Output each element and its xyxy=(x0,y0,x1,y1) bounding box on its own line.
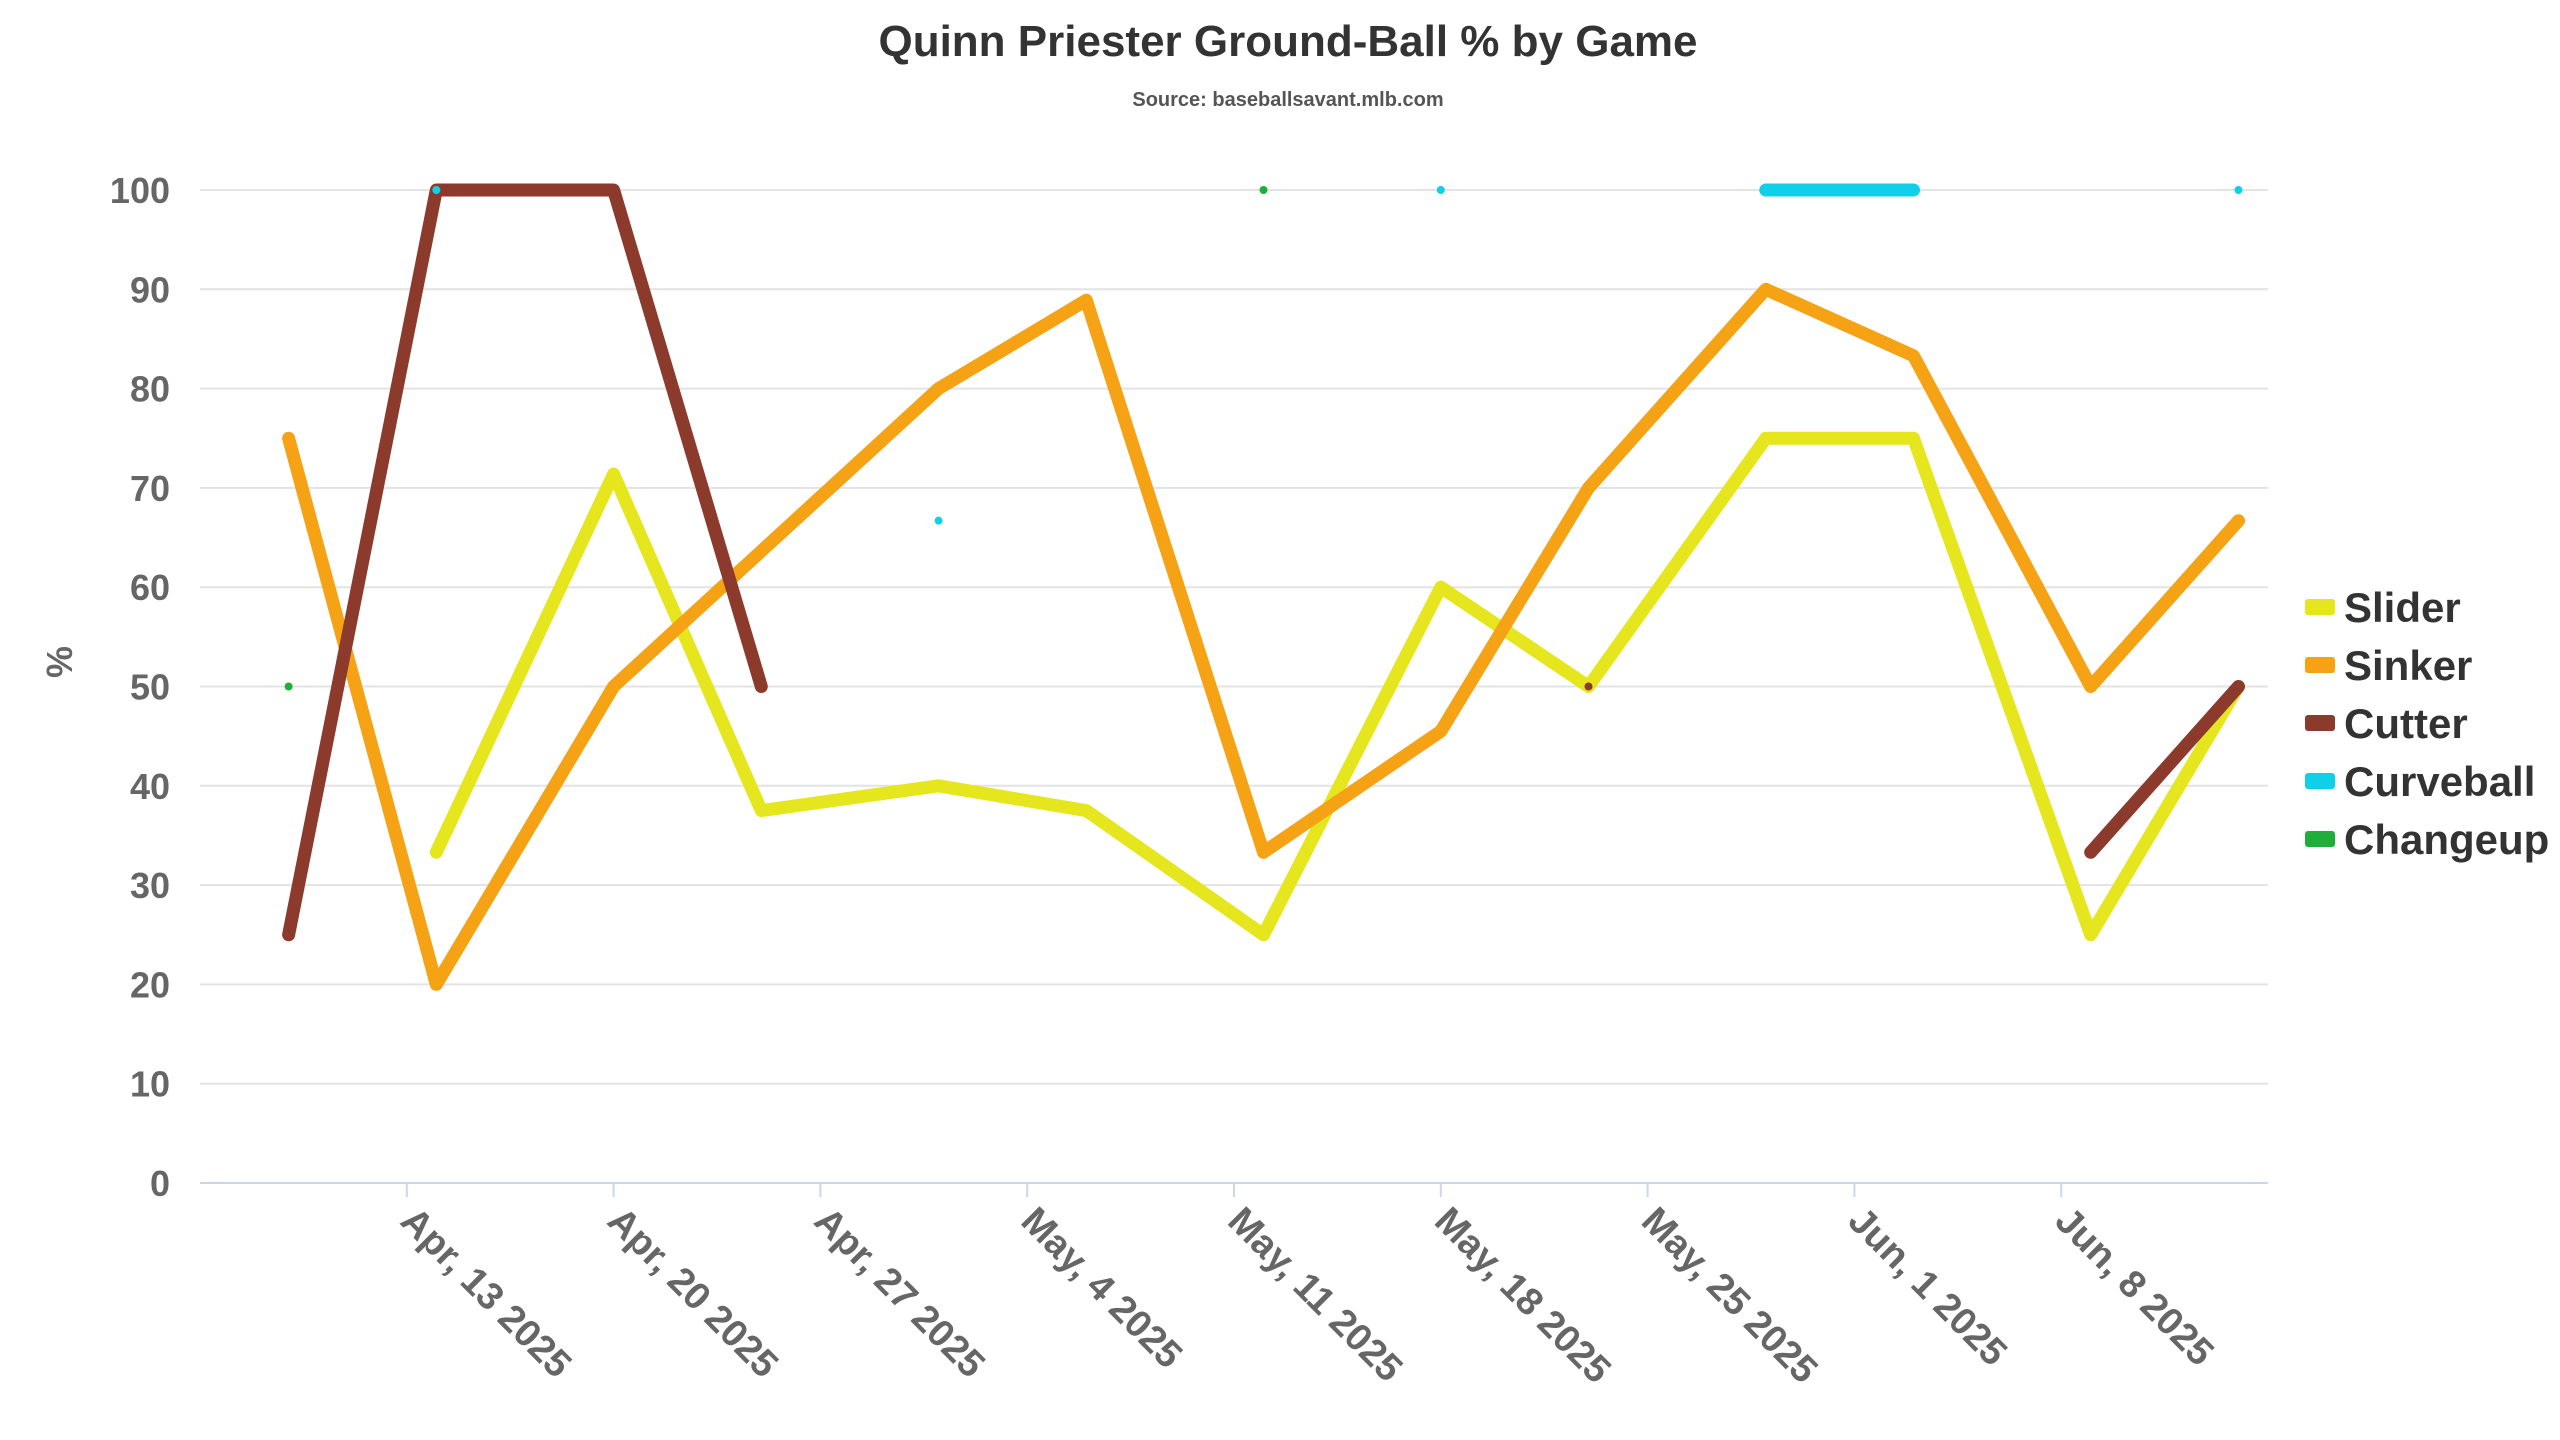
cutter-line xyxy=(282,183,768,942)
series-slider xyxy=(429,431,2245,942)
legend-item-changeup[interactable]: Changeup xyxy=(2305,816,2549,863)
sinker-point xyxy=(1584,483,1593,492)
legend-item-curveball[interactable]: Curveball xyxy=(2305,758,2535,805)
legend-label-cutter: Cutter xyxy=(2344,700,2468,747)
cutter-point xyxy=(609,186,618,194)
curveball-point xyxy=(1909,186,1918,194)
slider-point xyxy=(1761,434,1770,443)
y-tick-label: 0 xyxy=(150,1163,170,1204)
legend-swatch-changeup xyxy=(2305,831,2335,847)
sinker-point xyxy=(1909,351,1918,360)
cutter-point xyxy=(1584,682,1593,691)
y-tick-label: 30 xyxy=(130,865,170,906)
legend-label-curveball: Curveball xyxy=(2344,758,2535,805)
legend-swatch-sinker xyxy=(2305,657,2335,673)
y-tick-label: 70 xyxy=(130,468,170,509)
x-tick-label: Jun, 1 2025 xyxy=(1840,1200,2015,1375)
legend-item-sinker[interactable]: Sinker xyxy=(2305,642,2472,689)
legend-item-cutter[interactable]: Cutter xyxy=(2305,700,2468,747)
curveball-point xyxy=(2234,186,2243,194)
series-changeup xyxy=(284,186,1268,691)
slider-line xyxy=(429,431,2245,942)
x-tick-label: May, 18 2025 xyxy=(1426,1200,1618,1392)
legend-swatch-cutter xyxy=(2305,715,2335,731)
slider-point xyxy=(1909,434,1918,443)
x-axis: Apr, 13 2025 Apr, 20 2025 Apr, 27 2025 May,… xyxy=(200,1182,2268,1392)
series-lines xyxy=(282,183,2245,991)
chart-title: Quinn Priester Ground-Ball % by Game xyxy=(878,17,1697,66)
slider-point xyxy=(757,806,766,815)
legend-item-slider[interactable]: Slider xyxy=(2305,584,2461,631)
x-tick-label: May, 25 2025 xyxy=(1633,1200,1825,1392)
slider-point xyxy=(1082,806,1091,815)
gridlines xyxy=(200,189,2268,1085)
slider-point xyxy=(1259,930,1268,939)
sinker-line xyxy=(282,282,2245,991)
sinker-point xyxy=(284,434,293,443)
sinker-point xyxy=(1436,727,1445,736)
sinker-point xyxy=(1761,285,1770,294)
x-tick-label: Apr, 20 2025 xyxy=(599,1200,786,1387)
legend-swatch-slider xyxy=(2305,599,2335,615)
sinker-point xyxy=(432,980,441,989)
x-tick-label: Apr, 27 2025 xyxy=(806,1200,993,1387)
slider-point xyxy=(1436,583,1445,592)
legend-label-sinker: Sinker xyxy=(2344,642,2472,689)
changeup-point xyxy=(284,682,293,691)
y-tick-label: 20 xyxy=(130,964,170,1005)
series-sinker xyxy=(282,282,2245,991)
sinker-point xyxy=(1259,848,1268,857)
x-tick-label: Jun, 8 2025 xyxy=(2047,1200,2222,1375)
slider-point xyxy=(934,781,943,790)
slider-point xyxy=(432,848,441,857)
x-tick-label: Apr, 13 2025 xyxy=(392,1200,579,1387)
legend-swatch-curveball xyxy=(2305,773,2335,789)
y-axis-ticks: 0 10 20 30 40 50 60 70 80 90 100 xyxy=(110,170,170,1204)
x-tick-label: May, 4 2025 xyxy=(1013,1200,1190,1377)
series-cutter xyxy=(282,183,2245,942)
curveball-point xyxy=(934,516,943,525)
cutter-point xyxy=(2234,682,2243,691)
legend-label-slider: Slider xyxy=(2344,584,2461,631)
sinker-point xyxy=(2086,682,2095,691)
curveball-point xyxy=(432,186,441,194)
y-tick-label: 90 xyxy=(130,269,170,310)
slider-point xyxy=(609,469,618,478)
curveball-point xyxy=(1761,186,1770,194)
changeup-point xyxy=(1259,186,1268,194)
sinker-point xyxy=(2234,516,2243,525)
x-tick-label: May, 11 2025 xyxy=(1220,1200,1411,1391)
cutter-line xyxy=(2084,680,2245,859)
y-tick-label: 60 xyxy=(130,567,170,608)
legend[interactable]: Slider Sinker Cutter Curveball Changeup xyxy=(2305,584,2549,863)
legend-label-changeup: Changeup xyxy=(2344,816,2549,863)
cutter-point xyxy=(284,930,293,939)
cutter-point xyxy=(2086,848,2095,857)
curveball-point xyxy=(1436,186,1445,194)
y-axis-label: % xyxy=(39,646,80,678)
sinker-point xyxy=(934,384,943,393)
y-tick-label: 100 xyxy=(110,170,170,211)
sinker-point xyxy=(609,682,618,691)
y-tick-label: 40 xyxy=(130,766,170,807)
chart-subtitle: Source: baseballsavant.mlb.com xyxy=(1132,89,1443,111)
series-curveball xyxy=(432,183,2243,525)
y-tick-label: 50 xyxy=(130,667,170,708)
y-tick-label: 10 xyxy=(130,1064,170,1105)
slider-point xyxy=(2086,930,2095,939)
y-tick-label: 80 xyxy=(130,369,170,410)
cutter-point xyxy=(757,682,766,691)
sinker-point xyxy=(1082,296,1091,305)
